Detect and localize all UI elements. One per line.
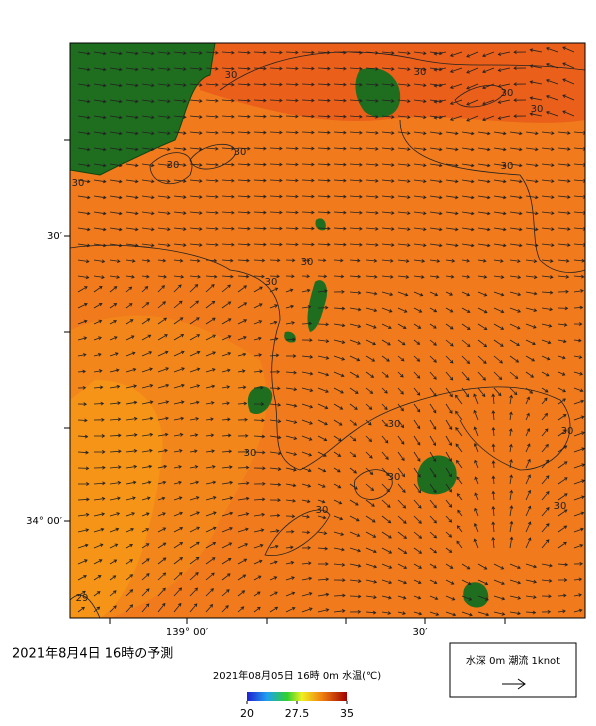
contour-label: 29: [76, 593, 89, 604]
contour-labels: 30 30 30 30 30 30 30 30 30 30 30 30 30 30 30 30 29: [72, 67, 574, 604]
contour-label: 30: [301, 257, 314, 268]
colorbar-tick-label: 35: [340, 707, 354, 720]
contour-label: 30: [501, 161, 514, 172]
lat-label: 34° 00′: [26, 516, 63, 527]
colorbar-title: 2021年08月05日 16時 0m 水温(℃): [213, 669, 381, 682]
island: [315, 218, 326, 231]
island: [307, 280, 328, 332]
contour-label: 30: [225, 70, 238, 81]
contour-label: 30: [244, 448, 257, 459]
contour-label: 30: [388, 419, 401, 430]
contour-lines: [70, 51, 585, 618]
contour-label: 30: [501, 88, 514, 99]
contour-label: 30: [554, 501, 567, 512]
map-area: 30 30 30 30 30 30 30 30 30 30 30 30 30 30 30 30 29: [70, 43, 585, 618]
contour-label: 30: [72, 178, 85, 189]
colorbar: [247, 692, 347, 701]
contour-label: 30: [234, 147, 247, 158]
colorbar-tick-label: 20: [240, 707, 254, 720]
current-arrows: [77, 46, 585, 617]
lat-label: 30′: [47, 231, 63, 242]
legend-text: 水深 0m 潮流 1knot: [466, 654, 560, 667]
island: [355, 68, 401, 118]
island: [247, 386, 273, 415]
contour-label: 30: [316, 505, 329, 516]
axis-ticks: [64, 139, 506, 624]
island: [70, 43, 216, 176]
caption: 2021年8月4日 16時の予測: [12, 647, 173, 662]
contour-label: 30: [265, 277, 278, 288]
legend-box: [449, 642, 577, 698]
contour-label: 30: [531, 104, 544, 115]
contour-label: 30: [561, 426, 574, 437]
lon-label: 30′: [413, 627, 429, 638]
colorbar-tick-label: 27.5: [285, 707, 310, 720]
lon-label: 139° 00′: [166, 627, 209, 638]
island: [463, 582, 489, 608]
map-frame: [69, 42, 586, 619]
legend-arrow: [502, 678, 526, 690]
contour-label: 30: [167, 160, 180, 171]
contour-label: 30: [388, 472, 401, 483]
contour-label: 30: [414, 67, 427, 78]
